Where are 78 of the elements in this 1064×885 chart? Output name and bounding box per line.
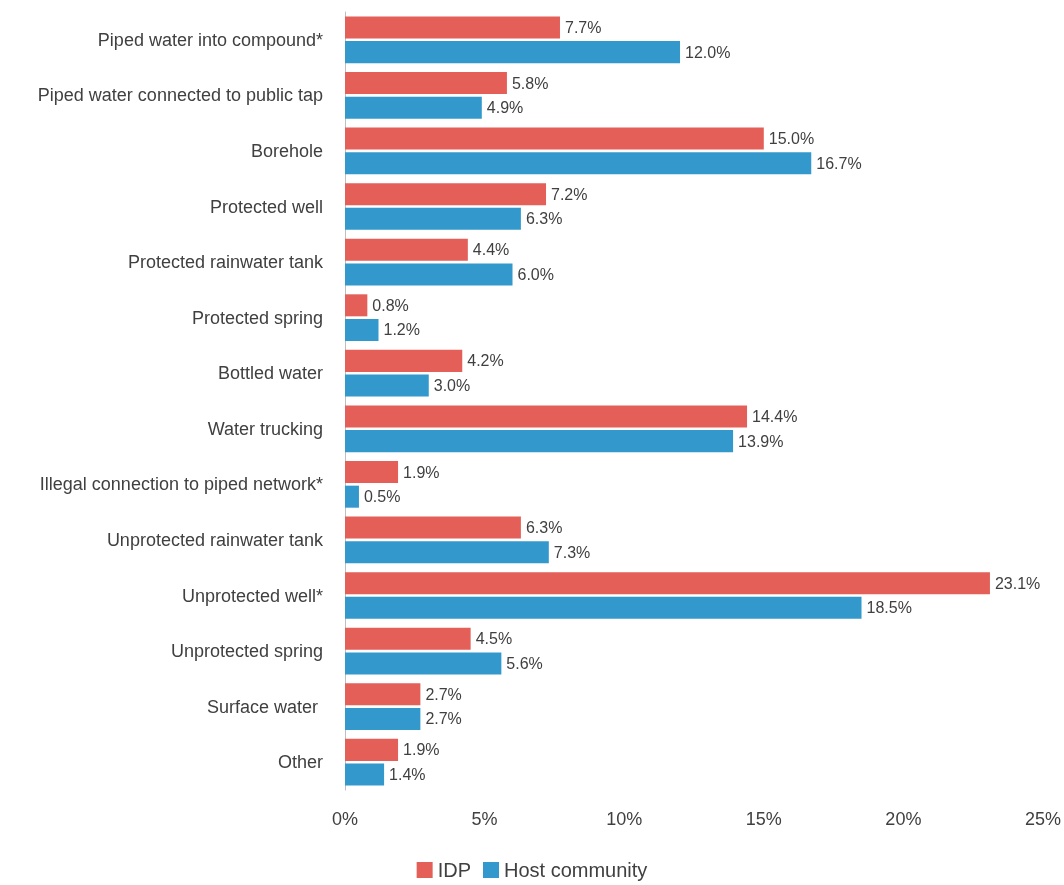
data-label: 7.2%: [551, 185, 588, 203]
bar: [345, 318, 379, 341]
bar: [345, 572, 990, 595]
bar: [345, 516, 521, 539]
y-tick-label: Protected rainwater tank: [127, 252, 324, 273]
data-label: 16.7%: [816, 154, 862, 172]
bar: [345, 596, 862, 619]
data-label: 14.4%: [752, 407, 798, 425]
bar: [345, 707, 421, 730]
bar: [345, 96, 482, 119]
data-label: 2.7%: [425, 710, 462, 728]
data-label: 6.0%: [517, 265, 554, 283]
data-label: 4.5%: [475, 630, 513, 648]
y-tick-label: Unprotected spring: [170, 641, 323, 662]
bar: [345, 461, 399, 484]
y-tick-label: Protected spring: [191, 307, 323, 328]
bar: [345, 374, 429, 397]
legend-label: IDP: [437, 859, 471, 881]
bar: [345, 72, 507, 95]
bar: [345, 349, 463, 372]
data-label: 5.8%: [511, 74, 549, 92]
data-label: 4.2%: [467, 352, 504, 370]
data-label: 1.9%: [403, 741, 440, 759]
x-tick-label: 15%: [745, 809, 782, 829]
y-tick-label: Illegal connection to piped network*: [39, 474, 323, 495]
data-label: 2.7%: [425, 685, 462, 703]
data-label: 15.0%: [768, 130, 815, 148]
y-tick-label: Bottled water: [217, 363, 323, 384]
x-tick-label: 5%: [471, 809, 498, 829]
data-label: 4.4%: [472, 241, 510, 259]
x-tick-label: 10%: [606, 809, 643, 829]
bar: [345, 405, 748, 428]
bar: [345, 127, 764, 150]
y-tick-label: Surface water: [206, 696, 323, 717]
bar: [345, 41, 681, 64]
bar: [345, 152, 812, 175]
data-label: 6.3%: [525, 210, 563, 228]
data-label: 1.9%: [403, 463, 440, 481]
bar: [345, 294, 368, 317]
bar: [345, 430, 734, 453]
bar: [345, 238, 468, 261]
bar: [345, 627, 471, 650]
data-label: 0.8%: [372, 296, 409, 314]
bar: [345, 485, 359, 508]
data-label: 0.5%: [363, 488, 401, 506]
bar: [345, 16, 560, 39]
y-tick-label: Other: [277, 752, 323, 773]
x-tick-label: 20%: [885, 809, 922, 829]
bar: [345, 207, 521, 230]
legend-label: Host community: [503, 859, 648, 881]
data-label: 13.9%: [738, 432, 784, 450]
data-label: 1.4%: [389, 766, 426, 784]
y-tick-label: Unprotected well*: [181, 585, 323, 606]
bar: [345, 683, 421, 706]
bar: [345, 541, 549, 564]
data-label: 4.9%: [486, 99, 524, 117]
data-label: 7.3%: [553, 543, 591, 561]
y-tick-label: Borehole: [250, 140, 323, 161]
y-tick-label: Water trucking: [207, 418, 323, 439]
y-tick-label: Protected well: [209, 196, 323, 217]
data-label: 5.6%: [506, 654, 543, 672]
data-label: 12.0%: [685, 43, 731, 61]
data-label: 18.5%: [866, 599, 912, 617]
data-label: 3.0%: [433, 377, 471, 395]
data-label: 7.7%: [564, 18, 602, 36]
bar: [345, 263, 513, 286]
data-label: 23.1%: [994, 574, 1041, 592]
bar: [345, 738, 399, 761]
y-tick-label: Piped water into compound*: [97, 29, 323, 50]
bar: [345, 183, 547, 206]
x-tick-label: 25%: [1024, 809, 1061, 829]
bar: [345, 763, 385, 786]
data-label: 1.2%: [383, 321, 420, 339]
bar: [345, 652, 502, 675]
y-tick-label: Piped water connected to public tap: [37, 85, 323, 106]
y-tick-label: Unprotected rainwater tank: [106, 529, 324, 550]
data-label: 6.3%: [525, 519, 563, 537]
x-tick-label: 0%: [331, 809, 359, 829]
